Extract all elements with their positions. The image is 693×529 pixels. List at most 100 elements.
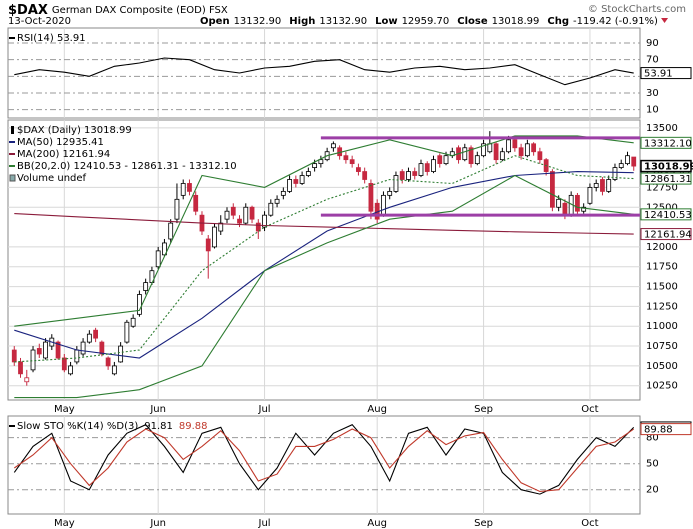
- candle-body: [93, 329, 99, 339]
- candle-body: [612, 167, 618, 180]
- quote-value: 12959.70: [402, 16, 450, 27]
- value-tag: 13018.99: [644, 162, 693, 173]
- legend-candle: [11, 126, 14, 134]
- candle-body: [212, 226, 217, 248]
- legend-entry: MA(200) 12161.94: [17, 149, 110, 160]
- candle-body: [11, 349, 17, 363]
- candle-body: [481, 143, 486, 157]
- candle-body: [312, 163, 318, 168]
- y-tick-label: 80: [646, 433, 659, 444]
- x-tick-label: Jul: [258, 404, 271, 415]
- candle-body: [205, 238, 211, 252]
- candle-body: [249, 206, 255, 220]
- candle-body: [137, 294, 142, 315]
- candle-body: [124, 321, 130, 343]
- y-tick-label: 90: [646, 38, 659, 49]
- candle-body: [512, 139, 518, 149]
- candle-body: [399, 171, 405, 180]
- value-tag-box: [640, 228, 692, 241]
- candle-body: [168, 222, 174, 240]
- value-tag: 13312.10: [644, 138, 692, 149]
- candle-body: [55, 341, 61, 359]
- value-tag: 12410.53: [644, 210, 692, 221]
- legend-entry: MA(50) 12935.41: [17, 137, 104, 148]
- candle-body: [268, 202, 274, 216]
- value-tag-box: [640, 172, 692, 185]
- y-tick-label: 50: [646, 459, 659, 470]
- candle-body: [118, 345, 124, 363]
- legend-title: Slow STO %K(14) %D(3) 91.81 89.88: [17, 421, 208, 432]
- candle-body: [74, 349, 80, 363]
- quote-value: -119.42 (-0.91%): [573, 16, 658, 27]
- legend-title: $DAX (Daily) 13018.99: [17, 125, 132, 136]
- series-line: [14, 174, 634, 399]
- candle-body: [618, 163, 624, 168]
- candle-body: [487, 143, 493, 153]
- candle-body: [111, 365, 117, 375]
- series-line: [13, 424, 635, 495]
- value-tag-box: [640, 67, 692, 80]
- candle-body: [224, 210, 230, 220]
- y-tick-label: 12000: [646, 242, 678, 253]
- candle-body: [531, 143, 537, 153]
- candle-body: [130, 317, 136, 327]
- x-tick-label: Sep: [474, 404, 493, 415]
- candle-body: [24, 377, 30, 383]
- x-tick-label: Aug: [367, 518, 387, 529]
- series-line: [14, 57, 634, 86]
- candle-body: [468, 147, 474, 165]
- y-tick-label: 11250: [646, 301, 678, 312]
- candle-body: [556, 198, 562, 208]
- quote-label: Open: [200, 16, 230, 27]
- candle-body: [230, 206, 236, 216]
- date: 13-Oct-2020: [8, 16, 71, 27]
- value-tag: 12161.94: [644, 230, 692, 241]
- y-tick-label: 10: [646, 105, 659, 116]
- quote-value: 13132.90: [319, 16, 367, 27]
- candle-body: [387, 190, 393, 196]
- candle-body: [606, 179, 612, 192]
- y-tick-label: 11000: [646, 321, 678, 332]
- series-line: [14, 213, 634, 235]
- quote-line: Open 13132.90 High 13132.90 Low 12959.70 Close…: [200, 16, 658, 27]
- x-tick-label: Jul: [258, 518, 271, 529]
- candle-body: [86, 333, 92, 343]
- x-tick-label: Aug: [367, 404, 387, 415]
- candle-body: [218, 222, 224, 232]
- x-tick-label: Oct: [581, 404, 598, 415]
- candle-body: [180, 183, 186, 196]
- candle-body: [437, 155, 443, 165]
- series-line: [14, 135, 634, 327]
- security-name: German DAX Composite (EOD) FSX: [52, 5, 228, 16]
- candle-body: [255, 222, 261, 232]
- candle-body: [330, 143, 336, 149]
- candle-body: [587, 187, 593, 204]
- candle-body: [537, 151, 543, 161]
- candle-body: [562, 202, 568, 216]
- candle-body: [362, 171, 368, 180]
- y-tick-label: 13500: [646, 123, 678, 134]
- candle-body: [412, 171, 418, 176]
- candle-body: [99, 341, 105, 355]
- value-tag: 89.88: [644, 425, 673, 436]
- candle-body: [368, 183, 374, 212]
- series-line: [13, 428, 635, 493]
- candle-body: [631, 156, 637, 167]
- panel-frame: [7, 119, 641, 401]
- candle-body: [406, 171, 411, 180]
- candle-body: [506, 139, 511, 153]
- candle-body: [462, 147, 468, 161]
- candle-body: [18, 361, 23, 375]
- value-tag-box: [640, 423, 692, 436]
- legend-swatch: [9, 174, 16, 182]
- legend-title-text: Slow STO %K(14) %D(3): [17, 421, 138, 432]
- candle-body: [61, 357, 67, 371]
- candle-body: [174, 198, 180, 220]
- x-tick-label: Jun: [149, 404, 166, 415]
- value-tag-box: [640, 208, 692, 221]
- candle-body: [243, 206, 249, 224]
- quote-label: High: [289, 16, 315, 27]
- candle-body: [356, 167, 361, 172]
- candle-body: [431, 159, 436, 172]
- legend-entry: RSI(14) 53.91: [17, 33, 86, 44]
